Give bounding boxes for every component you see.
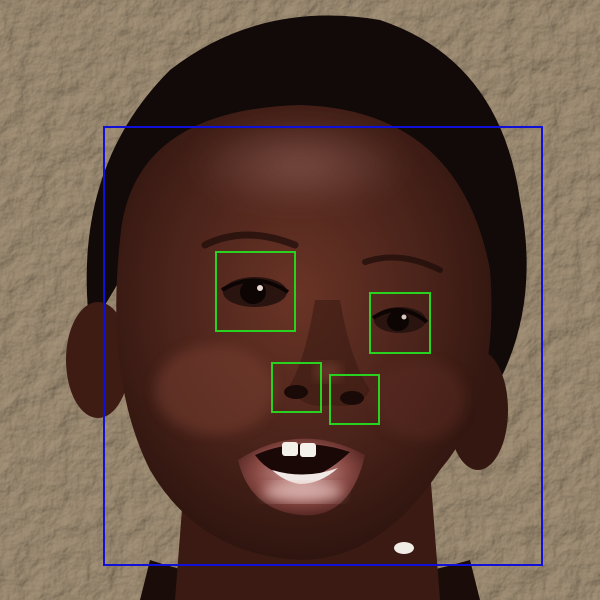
- left-ear: [66, 302, 130, 418]
- face-skin: [116, 105, 492, 560]
- right-eye-bounding-box: [369, 292, 431, 354]
- hair: [86, 15, 527, 381]
- left-eye: [220, 277, 290, 307]
- mouth: [238, 438, 365, 516]
- right-eye: [371, 307, 429, 333]
- right-nostril: [340, 391, 364, 405]
- right-nostril-bounding-box: [329, 374, 380, 425]
- left-eye-bounding-box: [215, 251, 296, 332]
- left-nostril-bounding-box: [271, 362, 322, 413]
- left-nostril: [284, 385, 308, 399]
- face-bounding-box: [103, 126, 543, 566]
